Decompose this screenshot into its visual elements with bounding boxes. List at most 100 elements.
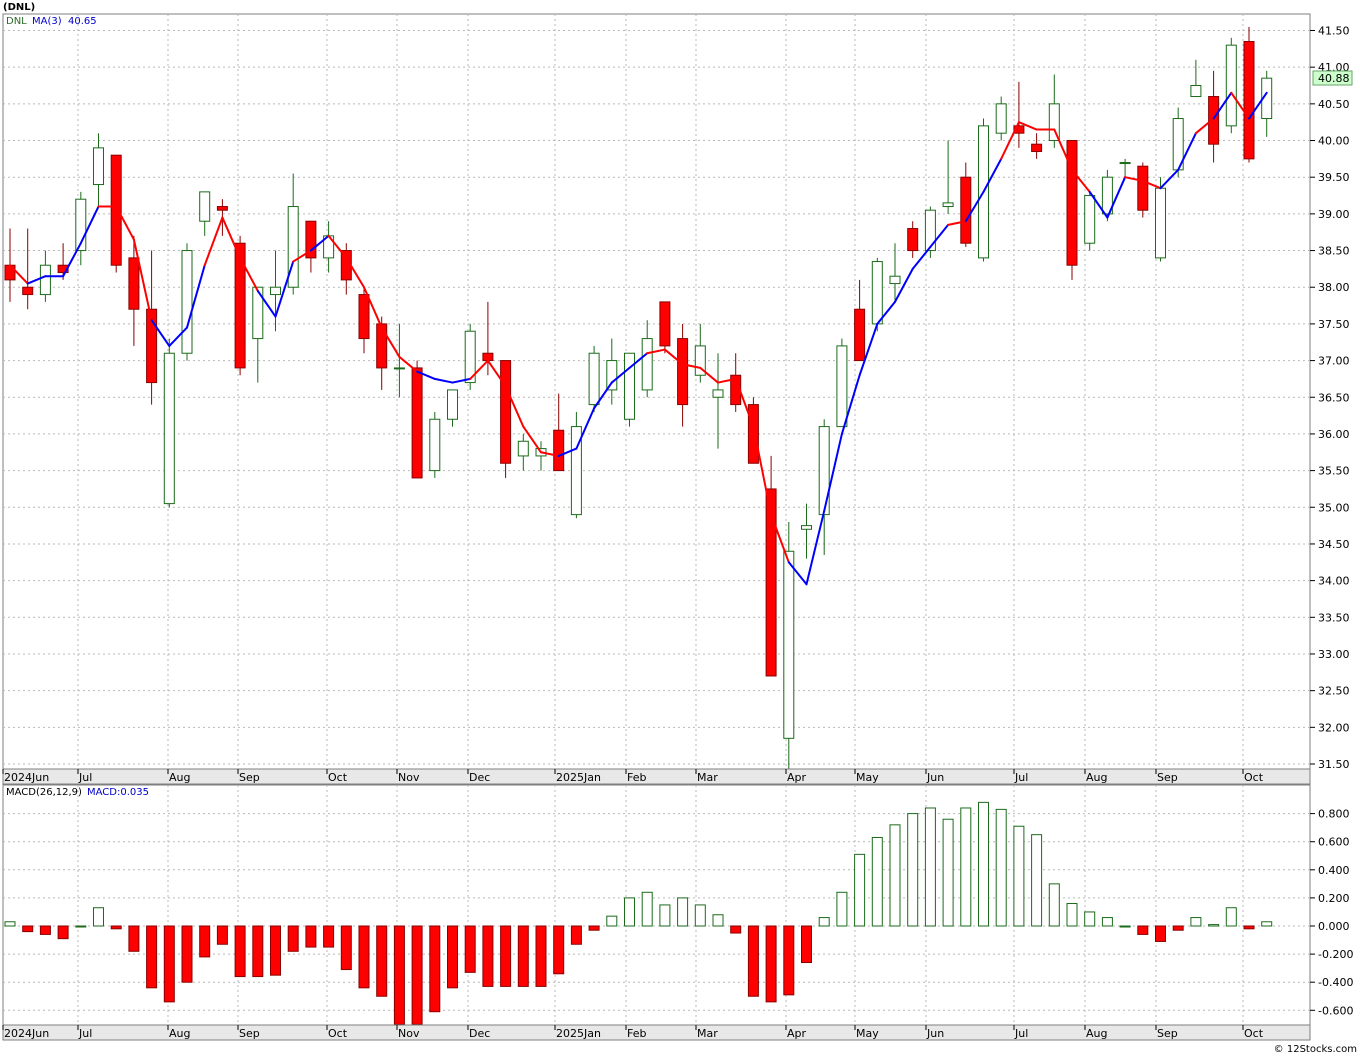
macd-bar <box>234 925 246 978</box>
candle-body <box>765 488 777 677</box>
macd-bar <box>818 917 830 927</box>
macd-bar <box>500 925 512 987</box>
macd-bar <box>181 925 193 983</box>
ma-line-segment <box>840 374 861 435</box>
candle-body <box>659 301 671 347</box>
ma-line-segment <box>292 249 312 263</box>
candle-body <box>1119 162 1131 165</box>
macd-bar <box>146 925 158 989</box>
candle-body <box>22 286 34 296</box>
ma-line-segment <box>1053 128 1073 171</box>
candle-body <box>1208 96 1220 145</box>
macd-date-label: May <box>856 1027 879 1040</box>
price-axis-label: 40.00 <box>1318 135 1350 148</box>
candle-body <box>411 367 423 479</box>
macd-bar <box>907 813 919 927</box>
ma-line-segment <box>646 348 666 355</box>
macd-bar <box>93 907 104 927</box>
ma-line-segment <box>186 264 206 329</box>
candle-body <box>783 550 795 739</box>
candle-body <box>305 220 317 259</box>
candle-body <box>252 286 264 340</box>
price-date-label: Sep <box>1157 771 1178 784</box>
candle-body <box>801 525 812 530</box>
macd-bar <box>712 914 724 927</box>
ma-line-segment <box>610 366 631 384</box>
price-date-label: Oct <box>328 771 348 784</box>
price-date-label: 2024Jun <box>4 771 49 784</box>
macd-bar <box>942 818 954 927</box>
ma-line-segment <box>363 286 383 329</box>
candle-body <box>234 242 246 369</box>
candle-body <box>216 206 228 211</box>
ma-line-segment <box>309 234 330 252</box>
ma-line-segment <box>628 352 649 369</box>
candle-body <box>146 308 158 384</box>
macd-bar <box>39 925 51 935</box>
ma-line-segment <box>150 319 171 347</box>
price-axis-label: 31.50 <box>1318 758 1350 771</box>
ma-line-segment <box>1106 176 1127 219</box>
ma-line-segment <box>823 432 843 512</box>
macd-bar <box>199 925 211 958</box>
ma-line-segment <box>9 264 29 285</box>
macd-bar <box>323 925 335 948</box>
ma-line-segment <box>274 260 295 318</box>
macd-bar <box>128 925 140 952</box>
ma-line-segment <box>858 322 879 377</box>
candle-body <box>517 440 529 457</box>
ma-line-segment <box>540 451 560 457</box>
macd-legend-label: MACD(26,12,9) <box>6 787 82 798</box>
macd-date-label: Feb <box>627 1027 646 1040</box>
macd-bar <box>22 925 34 933</box>
price-axis-label: 32.50 <box>1318 685 1350 698</box>
candle-body <box>747 404 759 464</box>
candle-body <box>553 429 565 472</box>
ma-line-segment <box>522 425 542 454</box>
macd-date-label: Oct <box>328 1027 348 1040</box>
macd-bar <box>216 925 228 945</box>
ma-line-segment <box>1212 91 1233 120</box>
macd-date-label: 2025Jan <box>556 1027 601 1040</box>
price-date-label: Jul <box>1014 771 1028 784</box>
candle-body <box>270 286 281 296</box>
macd-bar <box>1031 834 1043 927</box>
price-axis-label: 32.00 <box>1318 721 1350 734</box>
chart-title: (DNL) <box>3 2 35 13</box>
candle-body <box>376 323 388 369</box>
macd-bar <box>801 925 812 964</box>
candle-body <box>854 308 866 362</box>
candle-body <box>500 360 512 464</box>
last-price-badge-bg <box>1312 70 1353 86</box>
ma-line-segment <box>486 359 507 388</box>
price-axis-label: 34.00 <box>1318 575 1350 588</box>
candle-body <box>1225 44 1237 127</box>
macd-date-label: Apr <box>787 1027 807 1040</box>
ma-line-segment <box>1000 121 1020 160</box>
macd-bar <box>1155 925 1166 942</box>
macd-bar <box>1261 921 1273 927</box>
price-date-strip <box>2 768 1311 785</box>
ma-line-segment <box>380 326 401 358</box>
candle-body <box>624 352 635 420</box>
macd-bar <box>4 921 16 927</box>
candle-body <box>588 352 600 406</box>
macd-bar <box>553 925 565 975</box>
price-legend-ma-value: 40.65 <box>68 16 97 27</box>
candle-body <box>358 294 370 340</box>
macd-bar <box>464 925 476 973</box>
price-date-label: Jun <box>926 771 944 784</box>
ma-line-segment <box>132 238 153 322</box>
ma-line-segment <box>717 377 737 384</box>
candle-body <box>712 389 724 398</box>
macd-bar <box>588 925 600 931</box>
ma-line-segment <box>469 359 489 380</box>
ma-line-segment <box>1159 168 1180 190</box>
macd-bar <box>252 925 264 978</box>
ma-line-segment <box>947 220 967 226</box>
candle-body <box>1066 140 1078 266</box>
candle-body <box>818 426 830 516</box>
candle-body <box>287 206 299 288</box>
ma-line-segment <box>398 355 419 373</box>
macd-bar <box>836 891 848 927</box>
